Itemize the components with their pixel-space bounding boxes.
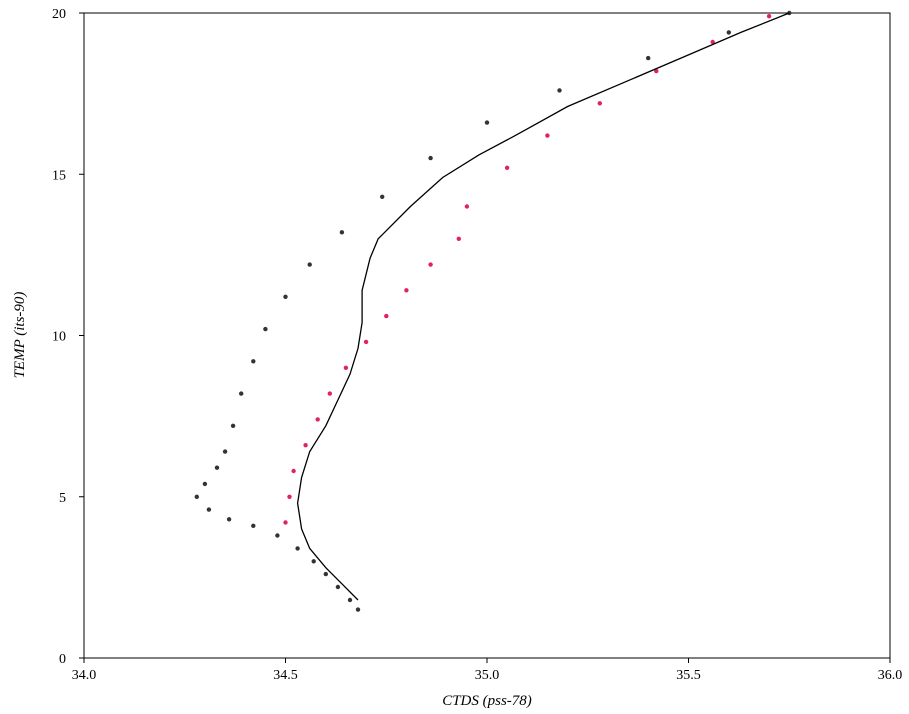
x-tick-label: 35.5 [676, 668, 701, 683]
grey-data-point [355, 607, 361, 612]
grey-data-point [226, 517, 232, 522]
data-lines [296, 12, 790, 601]
grey-data-point [230, 423, 236, 428]
grey-data-point [380, 194, 385, 199]
data-points [194, 10, 792, 612]
grey-data-point [194, 494, 199, 499]
grey-data-point [202, 481, 208, 487]
grey-data-point [263, 326, 268, 332]
y-axis-label: TEMP (its-90) [12, 292, 28, 379]
grey-data-point [206, 507, 212, 512]
pink-data-point [464, 204, 470, 209]
pink-data-point [597, 101, 602, 106]
y-tick-label: 20 [52, 7, 66, 22]
grey-data-point [335, 584, 341, 590]
pink-data-point [363, 339, 369, 345]
pink-data-point [404, 288, 409, 293]
pink-data-point [654, 68, 659, 74]
grey-data-point [726, 30, 731, 35]
pink-data-point [291, 468, 296, 474]
grey-data-point [311, 559, 316, 564]
pink-data-point [456, 236, 461, 241]
grey-data-point [239, 391, 244, 396]
grey-data-point [295, 546, 300, 551]
pink-data-point [766, 14, 772, 19]
grey-data-point [557, 88, 562, 93]
pink-data-point [287, 494, 292, 499]
grey-data-point [646, 55, 651, 61]
grey-data-point [323, 571, 328, 577]
axis-tick-labels: 34.0 34.5 35.0 35.5 36.0 0 5 10 15 20 [52, 7, 902, 683]
y-tick-label: 0 [59, 652, 66, 667]
grey-data-point [484, 120, 490, 125]
x-tick-label: 34.0 [72, 668, 97, 683]
grey-data-point [251, 523, 256, 528]
pink-data-point [315, 417, 320, 422]
pink-data-point [710, 39, 715, 45]
grey-data-point [214, 465, 220, 470]
x-tick-label: 34.5 [273, 668, 298, 683]
pink-data-point [428, 262, 433, 267]
grey-data-point [283, 294, 288, 299]
x-axis-label: CTDS (pss-78) [442, 693, 532, 709]
pink-data-point [327, 391, 332, 396]
grey-data-point [347, 597, 353, 603]
pink-data-point [384, 313, 389, 319]
pink-data-point [504, 165, 510, 170]
pink-data-point [283, 520, 288, 525]
x-tick-label: 35.0 [475, 668, 500, 683]
pink-data-point [303, 443, 308, 448]
y-tick-label: 5 [59, 491, 66, 506]
grey-data-point [251, 359, 256, 364]
axis-ticks [79, 12, 891, 663]
grey-data-point [428, 155, 433, 161]
grey-data-point [307, 262, 312, 267]
grey-data-point [339, 230, 345, 235]
x-tick-label: 36.0 [878, 668, 903, 683]
grey-data-point [275, 533, 280, 538]
pink-data-point [343, 365, 349, 370]
profile-line-2 [296, 12, 790, 601]
y-tick-label: 15 [52, 168, 66, 183]
pink-data-point [545, 133, 550, 138]
y-tick-label: 10 [52, 330, 66, 345]
plot-frame [83, 12, 891, 659]
grey-data-point [222, 449, 228, 454]
